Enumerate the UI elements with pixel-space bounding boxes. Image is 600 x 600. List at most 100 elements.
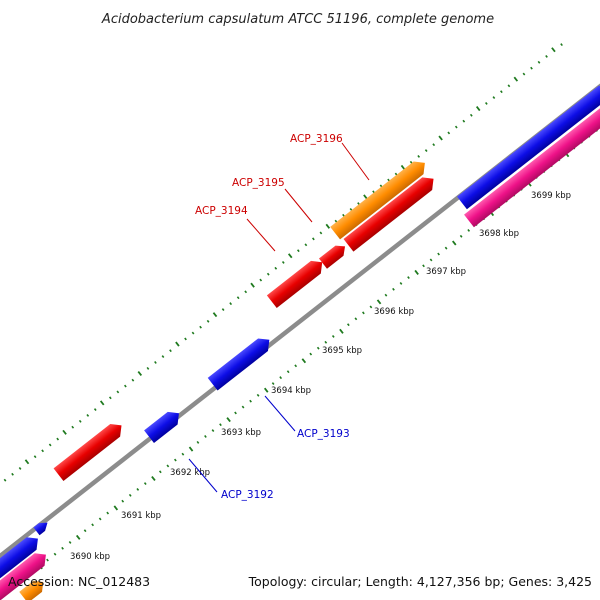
gene-feature[interactable] [343,172,439,252]
minor-tick-mark [91,523,95,527]
minor-tick-mark [121,499,125,503]
major-tick-mark [263,387,269,393]
minor-tick-mark [324,340,328,344]
tick-label: 3693 kbp [221,428,261,438]
tick-label: 3690 kbp [70,552,110,562]
major-tick-mark [151,475,156,482]
minor-tick-mark [407,276,410,279]
minor-tick-mark [191,331,195,335]
gene-feature[interactable] [0,532,43,587]
major-tick-mark [287,253,293,259]
minor-tick-mark [48,443,52,447]
minor-tick-mark [143,482,147,486]
minor-tick-mark [206,319,210,323]
minor-tick-mark [98,517,102,521]
minor-tick-mark [219,423,222,427]
minor-tick-mark [342,213,345,217]
major-tick-mark [188,446,194,452]
major-tick-mark [113,505,119,511]
major-tick-mark [475,106,481,112]
tick-label: 3692 kbp [170,468,210,478]
label-leader-lines [188,142,370,493]
minor-tick-mark [500,90,503,94]
major-tick-mark [175,341,180,347]
minor-tick-mark [274,266,278,270]
minor-tick-mark [522,72,526,76]
major-tick-mark [438,135,443,141]
minor-tick-mark [116,390,120,394]
minor-tick-mark [454,125,458,129]
gene-label-acp-3193[interactable]: ACP_3193 [297,428,350,440]
gene-label-acp-3192[interactable]: ACP_3192 [221,489,274,501]
minor-tick-mark [124,384,127,388]
minor-tick-mark [484,102,488,105]
gene-feature[interactable] [33,519,50,536]
minor-tick-mark [304,243,308,247]
tick-label: 3691 kbp [121,511,161,521]
gene-feature[interactable] [330,157,430,240]
minor-tick-mark [244,290,248,294]
gene-feature[interactable] [53,419,127,481]
minor-tick-mark [241,405,245,409]
minor-tick-mark [204,435,207,438]
minor-tick-mark [271,382,275,385]
accession-text: Accession: NC_012483 [8,574,150,589]
minor-tick-mark [196,440,200,444]
forward-tick-marks [3,43,563,482]
gene-feature[interactable] [19,576,47,600]
leader-line [341,142,370,181]
minor-tick-mark [161,355,165,359]
minor-tick-mark [316,346,320,350]
minor-tick-mark [334,219,338,223]
gene-feature[interactable] [457,81,600,210]
tick-label: 3697 kbp [426,267,466,277]
minor-tick-mark [349,208,353,211]
major-tick-mark [325,223,331,229]
leader-line [284,188,313,223]
minor-tick-mark [41,449,45,453]
minor-tick-mark [459,234,463,238]
tick-label: 3696 kbp [374,307,414,317]
gene-label-acp-3194[interactable]: ACP_3194 [195,205,248,217]
gene-label-acp-3195[interactable]: ACP_3195 [232,177,285,189]
minor-tick-mark [53,552,57,556]
map-title: Acidobacterium capsulatum ATCC 51196, co… [101,12,494,27]
minor-tick-mark [136,488,140,491]
gene-feature[interactable] [0,548,51,600]
minor-tick-mark [236,296,240,300]
minor-tick-mark [46,558,49,562]
minor-tick-mark [379,184,383,188]
major-tick-mark [137,370,143,377]
major-tick-mark [339,328,344,334]
minor-tick-mark [437,252,440,256]
minor-tick-mark [384,293,388,297]
minor-tick-mark [154,361,157,364]
gene-feature[interactable] [318,241,349,269]
leader-line [264,395,296,432]
minor-tick-mark [372,190,375,194]
minor-tick-mark [309,352,313,356]
gene-feature[interactable] [464,99,600,228]
major-tick-mark [452,240,457,246]
gene-feature[interactable] [207,334,275,391]
minor-tick-mark [108,396,112,400]
gene-feature[interactable] [144,407,184,444]
minor-tick-mark [331,334,335,338]
minor-tick-mark [447,131,451,135]
gene-feature[interactable] [266,256,327,309]
minor-tick-mark [181,452,185,456]
gene-label-acp-3196[interactable]: ACP_3196 [290,133,343,145]
minor-tick-mark [199,325,202,329]
minor-tick-mark [86,414,90,417]
minor-tick-mark [11,472,14,476]
minor-tick-mark [279,376,283,380]
minor-tick-mark [234,411,237,415]
major-tick-mark [400,164,406,170]
major-tick-mark [75,534,81,540]
minor-tick-mark [469,113,473,117]
minor-tick-mark [346,323,350,327]
minor-tick-mark [61,546,64,550]
minor-tick-mark [537,60,541,64]
minor-tick-mark [259,278,263,282]
